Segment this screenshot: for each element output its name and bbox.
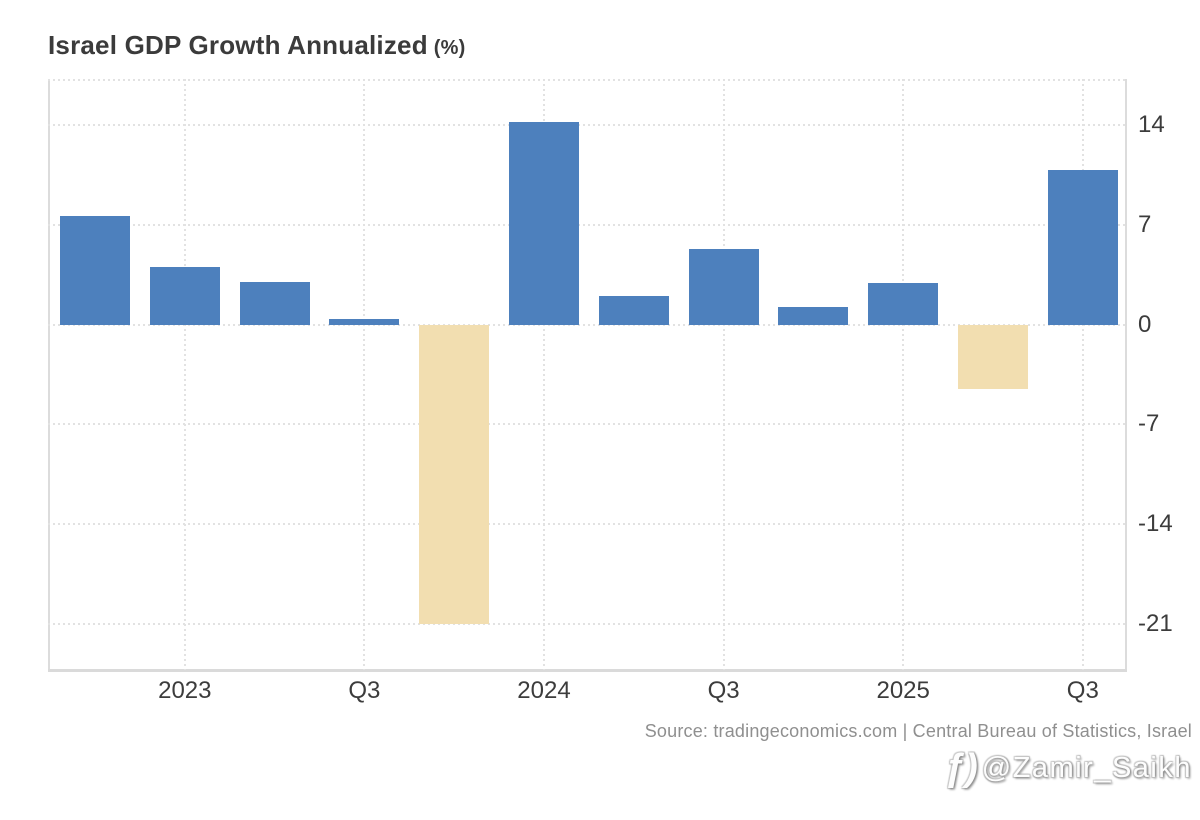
x-gridline-Q3 <box>363 79 366 670</box>
y-gridline-0 <box>48 323 1127 326</box>
watermark-handle: @Zamir_Saikh <box>981 752 1192 784</box>
y-gridline-7 <box>48 223 1127 226</box>
chart-title-text: Israel GDP Growth Annualized <box>48 30 428 60</box>
y-tick-label--7: -7 <box>1138 410 1160 438</box>
bar-6 <box>598 295 669 325</box>
bird-curl-icon: ƒ) <box>943 747 978 789</box>
y-gridline--21 <box>48 623 1127 626</box>
y-gridline--7 <box>48 423 1127 426</box>
chart-title-unit: (%) <box>433 37 466 59</box>
source-text: Source: tradingeconomics.com | Central B… <box>644 721 1192 741</box>
y-tick-label-14: 14 <box>1138 110 1165 138</box>
x-tick-label-3-Q3: Q3 <box>707 677 740 704</box>
plot-area <box>48 79 1127 672</box>
y-tick-label--14: -14 <box>1138 510 1173 538</box>
x-tick-label-5-Q3: Q3 <box>1066 677 1099 704</box>
axis-border-left <box>48 79 50 670</box>
x-gridline-2024 <box>543 79 545 670</box>
x-gridline-Q3 <box>722 79 725 670</box>
y-tick-label-0: 0 <box>1138 310 1152 338</box>
y-tick-label--21: -21 <box>1138 610 1173 638</box>
bar-10 <box>958 324 1028 389</box>
page-title: Israel GDP Growth Annualized (%) <box>48 30 466 61</box>
x-gridline-Q3 <box>1081 79 1084 670</box>
axis-border-bottom <box>48 669 1127 672</box>
x-tick-label-1-Q3: Q3 <box>348 677 381 704</box>
plot-top-gridline <box>48 79 1127 81</box>
bar-7 <box>688 248 759 325</box>
watermark: ƒ) @Zamir_Saikh <box>944 748 1192 788</box>
y-gridline--14 <box>48 523 1127 526</box>
bar-5 <box>509 121 579 325</box>
x-tick-label-0-2023: 2023 <box>158 677 212 704</box>
x-tick-label-2-2024: 2024 <box>517 677 571 704</box>
bar-11 <box>1047 170 1118 325</box>
x-tick-label-4-2025: 2025 <box>876 677 930 704</box>
bar-2 <box>239 281 310 325</box>
y-tick-label-7: 7 <box>1138 210 1152 238</box>
bar-4 <box>419 324 490 625</box>
x-gridline-2025 <box>902 79 905 670</box>
bar-1 <box>149 267 220 325</box>
y-gridline-14 <box>48 123 1127 126</box>
bar-8 <box>778 307 849 325</box>
bar-3 <box>329 318 400 325</box>
bar-9 <box>868 283 939 325</box>
x-gridline-2023 <box>183 79 186 670</box>
axis-border-right <box>1125 79 1127 670</box>
bar-0 <box>60 216 130 325</box>
